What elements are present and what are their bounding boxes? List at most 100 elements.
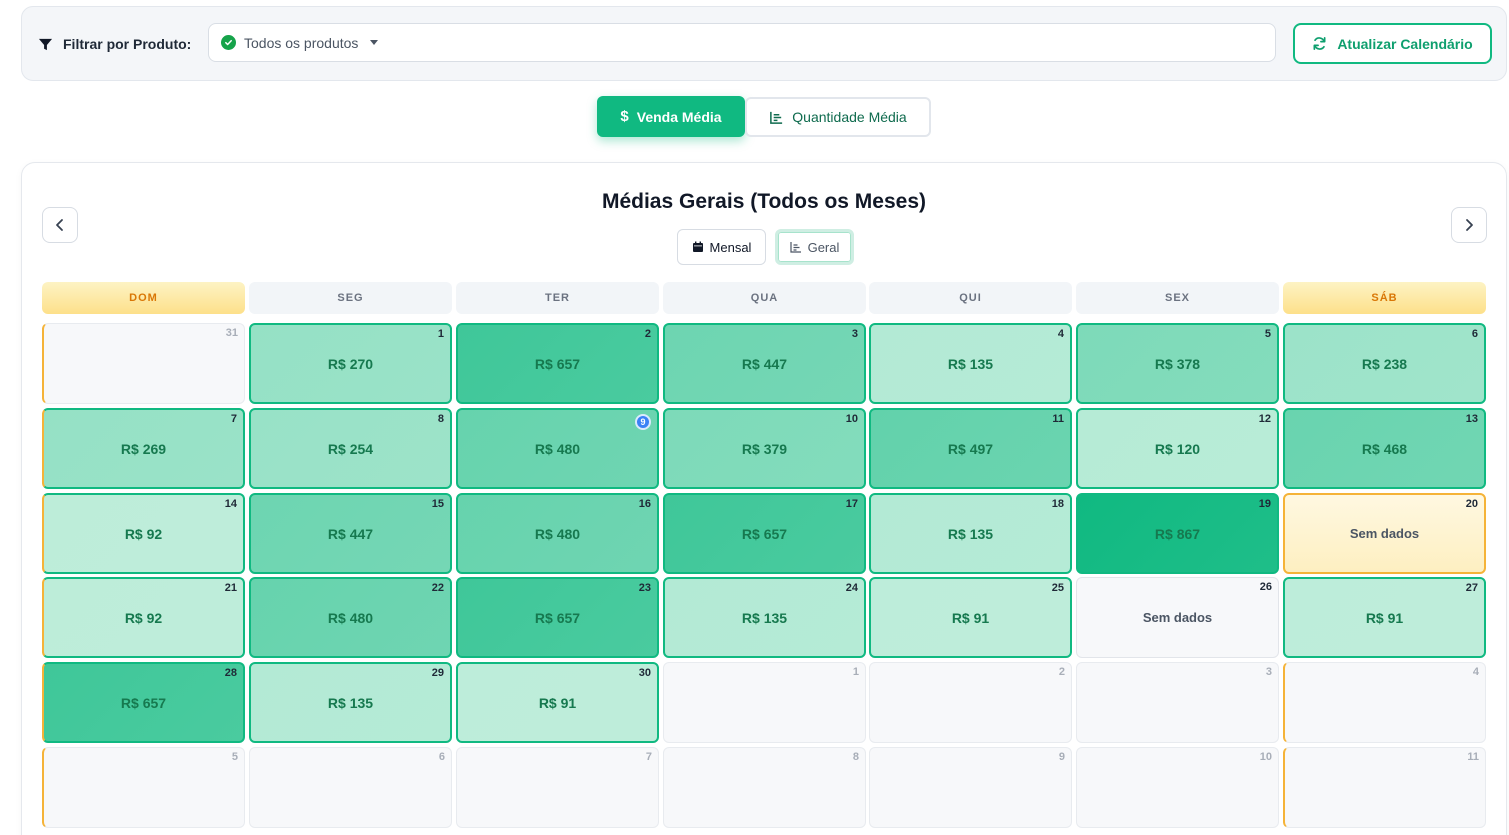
day-number: 10 [1259,751,1272,763]
day-number: 26 [1259,581,1272,593]
view-general-label: Geral [807,239,840,255]
calendar-day-cell[interactable]: 3 R$ 447 [663,323,866,404]
calendar-day-cell[interactable]: 6 R$ 238 [1283,323,1486,404]
calendar-day-cell[interactable]: 15 R$ 447 [249,493,452,574]
day-number: 3 [851,328,858,340]
sales-average-label: Venda Média [636,108,722,125]
calendar-day-cell[interactable]: 5 R$ 378 [1076,323,1279,404]
calendar-day-cell[interactable]: 12 R$ 120 [1076,408,1279,489]
refresh-calendar-button[interactable]: Atualizar Calendário [1293,23,1492,64]
day-number: 1 [437,328,444,340]
quantity-average-tab[interactable]: Quantidade Média [745,97,931,137]
calendar-day-cell[interactable]: 16 R$ 480 [456,493,659,574]
filter-bar: Filtrar por Produto: Todos os produtos A… [21,6,1507,81]
day-number: 18 [1051,498,1064,510]
day-value: R$ 657 [534,609,581,626]
calendar-day-cell[interactable]: 13 R$ 468 [1283,408,1486,489]
calendar-day-cell[interactable]: 1 [663,662,866,743]
day-number: 6 [1471,328,1478,340]
day-value: R$ 135 [327,694,374,711]
day-number: 7 [230,413,237,425]
sales-average-tab[interactable]: $ Venda Média [597,96,745,137]
day-value: R$ 447 [327,525,374,542]
calendar-day-cell[interactable]: 5 [42,747,245,828]
day-number: 30 [638,667,651,679]
day-value: R$ 480 [534,525,581,542]
product-select-value: Todos os produtos [244,34,359,51]
calendar-day-cell[interactable]: 9 R$ 480 [456,408,659,489]
day-number: 1 [852,666,859,678]
calendar-day-cell[interactable]: 30 R$ 91 [456,662,659,743]
calendar-day-cell[interactable]: 18 R$ 135 [869,493,1072,574]
calendar-day-cell[interactable]: 10 [1076,747,1279,828]
product-select[interactable]: Todos os produtos [208,23,1276,62]
calendar-day-cell[interactable]: 24 R$ 135 [663,577,866,658]
calendar-day-cell[interactable]: 19 R$ 867 [1076,493,1279,574]
calendar-day-cell[interactable]: 9 [869,747,1072,828]
view-toggle: Mensal Geral [677,229,854,265]
calendar-day-cell[interactable]: 31 [42,323,245,404]
no-data-label: Sem dados [1349,526,1420,541]
calendar-day-cell[interactable]: 7 R$ 269 [42,408,245,489]
refresh-icon [1313,37,1326,50]
filter-label-text: Filtrar por Produto: [63,36,192,52]
weekday-header: DOM [42,282,245,314]
calendar-day-cell[interactable]: 6 [249,747,452,828]
calendar-day-cell[interactable]: 28 R$ 657 [42,662,245,743]
day-number: 6 [438,751,445,763]
calendar-day-cell[interactable]: 8 [663,747,866,828]
day-number: 3 [1265,666,1272,678]
day-value: R$ 135 [947,525,994,542]
day-value: R$ 91 [951,609,990,626]
calendar-day-cell[interactable]: 22 R$ 480 [249,577,452,658]
filter-label: Filtrar por Produto: [38,36,191,52]
day-value: R$ 379 [741,440,788,457]
weekday-header: SÁB [1283,282,1486,314]
day-value: R$ 480 [327,609,374,626]
calendar-day-cell[interactable]: 11 R$ 497 [869,408,1072,489]
calendar-day-cell[interactable]: 11 [1283,747,1486,828]
calendar-day-cell[interactable]: 4 [1283,662,1486,743]
calendar-day-cell[interactable]: 25 R$ 91 [869,577,1072,658]
calendar-day-cell[interactable]: 2 R$ 657 [456,323,659,404]
calendar-day-cell[interactable]: 14 R$ 92 [42,493,245,574]
calendar-day-cell[interactable]: 7 [456,747,659,828]
calendar-day-cell[interactable]: 27 R$ 91 [1283,577,1486,658]
day-number: 20 [1465,498,1478,510]
calendar-day-cell[interactable]: 2 [869,662,1072,743]
day-value: R$ 238 [1361,355,1408,372]
quantity-average-label: Quantidade Média [792,109,907,125]
day-number: 25 [1051,582,1064,594]
calendar-icon [692,241,703,252]
calendar-day-cell[interactable]: 4 R$ 135 [869,323,1072,404]
calendar-day-cell[interactable]: 29 R$ 135 [249,662,452,743]
next-button[interactable] [1451,207,1487,243]
calendar-day-cell[interactable]: 20 Sem dados [1283,493,1486,574]
view-monthly-button[interactable]: Mensal [677,229,766,265]
day-number: 8 [437,413,444,425]
day-value: R$ 92 [124,525,163,542]
calendar-day-cell[interactable]: 23 R$ 657 [456,577,659,658]
calendar-day-cell[interactable]: 1 R$ 270 [249,323,452,404]
weekday-header: QUI [869,282,1072,314]
weekday-header: QUA [663,282,866,314]
day-value: R$ 120 [1154,440,1201,457]
dollar-icon: $ [620,108,629,125]
day-value: R$ 497 [947,440,994,457]
calendar-day-cell[interactable]: 17 R$ 657 [663,493,866,574]
day-number: 24 [845,582,858,594]
view-general-button[interactable]: Geral [775,229,854,265]
day-value: R$ 657 [534,355,581,372]
calendar-day-cell[interactable]: 21 R$ 92 [42,577,245,658]
bar-chart-icon [770,111,783,124]
day-number: 2 [644,328,651,340]
calendar-day-cell[interactable]: 3 [1076,662,1279,743]
day-number: 29 [431,667,444,679]
calendar-day-cell[interactable]: 8 R$ 254 [249,408,452,489]
day-number: 4 [1057,328,1064,340]
day-number: 8 [852,751,859,763]
day-number: 9 [1058,751,1065,763]
calendar-day-cell[interactable]: 10 R$ 379 [663,408,866,489]
previous-button[interactable] [42,207,78,243]
calendar-day-cell[interactable]: 26 Sem dados [1076,577,1279,658]
